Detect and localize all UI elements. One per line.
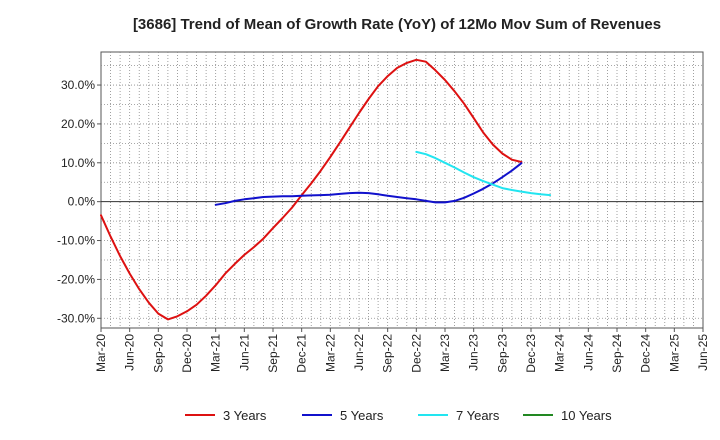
y-tick-label: -20.0% (57, 272, 95, 286)
x-tick-label: Sep-20 (151, 334, 165, 373)
y-tick-label: -10.0% (57, 234, 95, 248)
x-axis: Mar-20 Jun-20 Sep-20 Dec-20 Mar-21 Jun-21 Sep-… (94, 328, 710, 373)
series-line-5-years (214, 162, 523, 206)
x-tick-label: Sep-24 (610, 334, 624, 373)
legend-label: 10 Years (561, 408, 612, 423)
y-tick-label: -30.0% (57, 311, 95, 325)
legend-label: 5 Years (340, 408, 384, 423)
x-tick-label: Dec-24 (639, 334, 653, 373)
x-tick-label: Mar-22 (323, 334, 337, 372)
x-tick-label: Dec-20 (180, 334, 194, 373)
y-tick-label: 30.0% (61, 78, 95, 92)
y-tick-label: 0.0% (68, 195, 96, 209)
x-tick-label: Jun-23 (467, 334, 481, 371)
x-tick-label: Jun-25 (696, 334, 710, 371)
chart-title: [3686] Trend of Mean of Growth Rate (YoY… (133, 16, 661, 33)
x-tick-label: Jun-21 (237, 334, 251, 371)
series-group (100, 58, 552, 321)
x-tick-label: Mar-25 (667, 334, 681, 372)
series-line-7-years (415, 150, 552, 197)
series-line-3-years (100, 58, 523, 321)
x-tick-label: Sep-23 (495, 334, 509, 373)
x-tick-label: Jun-20 (123, 334, 137, 371)
x-tick-label: Dec-21 (295, 334, 309, 373)
y-axis: 30.0% 20.0% 10.0% 0.0% -10.0% -20.0% -30.0% (57, 78, 101, 325)
x-tick-label: Mar-20 (94, 334, 108, 372)
x-tick-label: Mar-23 (438, 334, 452, 372)
x-tick-label: Dec-22 (409, 334, 423, 373)
x-tick-label: Dec-23 (524, 334, 538, 373)
x-tick-label: Sep-22 (381, 334, 395, 373)
x-tick-label: Jun-24 (581, 334, 595, 371)
legend-label: 3 Years (223, 408, 267, 423)
plot-area (100, 51, 704, 329)
legend-label: 7 Years (456, 408, 500, 423)
y-tick-label: 10.0% (61, 156, 95, 170)
y-tick-label: 20.0% (61, 117, 95, 131)
x-tick-label: Jun-22 (352, 334, 366, 371)
legend: 3 Years 5 Years 7 Years 10 Years (185, 408, 612, 423)
x-tick-label: Mar-21 (209, 334, 223, 372)
x-tick-label: Sep-21 (266, 334, 280, 373)
x-tick-label: Mar-24 (553, 334, 567, 372)
